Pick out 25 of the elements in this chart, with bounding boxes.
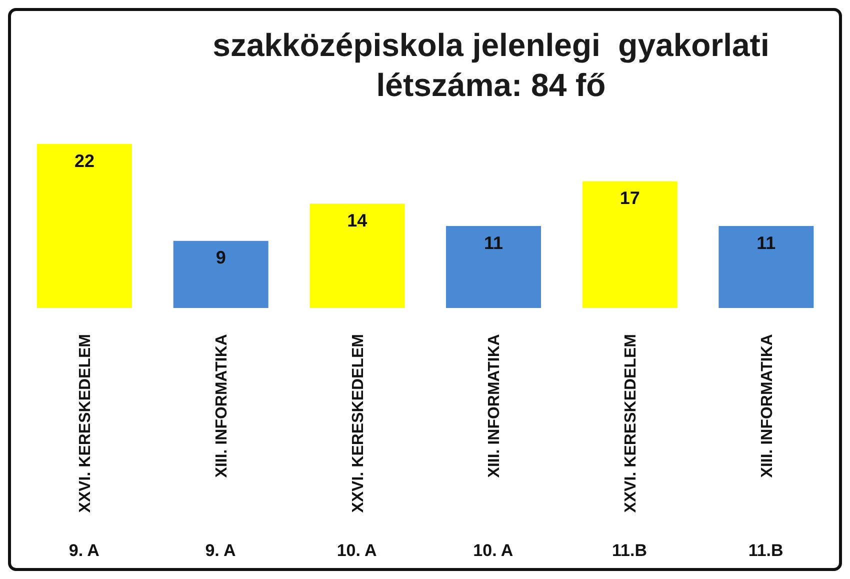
bar xyxy=(718,226,814,308)
chart-title: szakközépiskola jelenlegi gyakorlati létszáma: 84 fő xyxy=(212,26,770,105)
data-label: 9 xyxy=(216,248,226,268)
data-label: 17 xyxy=(620,188,640,208)
bar xyxy=(310,204,405,308)
data-label: 11 xyxy=(484,232,504,253)
text: 10. A xyxy=(473,541,514,560)
x-tick-label: XXVI. KERESKEDELEM xyxy=(622,334,640,513)
bar xyxy=(446,226,541,308)
data-label: 11 xyxy=(756,232,776,253)
bar xyxy=(37,144,132,308)
x-tick-label: XIII. INFORMATIKA xyxy=(758,334,776,478)
text: 9. A xyxy=(68,541,100,560)
x-tick-label: XXVI. KERESKEDELEM xyxy=(77,334,94,513)
bar xyxy=(582,181,678,308)
text: 11.B xyxy=(748,541,784,560)
text: 11.B xyxy=(612,541,647,560)
data-label: 14 xyxy=(347,210,368,230)
x-tick-label: XIII. INFORMATIKA xyxy=(486,334,504,478)
x-tick-label: XIII. INFORMATIKA xyxy=(214,334,230,478)
text: 9. A xyxy=(205,541,236,560)
data-label: 22 xyxy=(74,150,95,171)
bar xyxy=(173,240,268,308)
text: 10. A xyxy=(336,541,377,560)
x-tick-label: XXVI. KERESKEDELEM xyxy=(350,334,367,513)
